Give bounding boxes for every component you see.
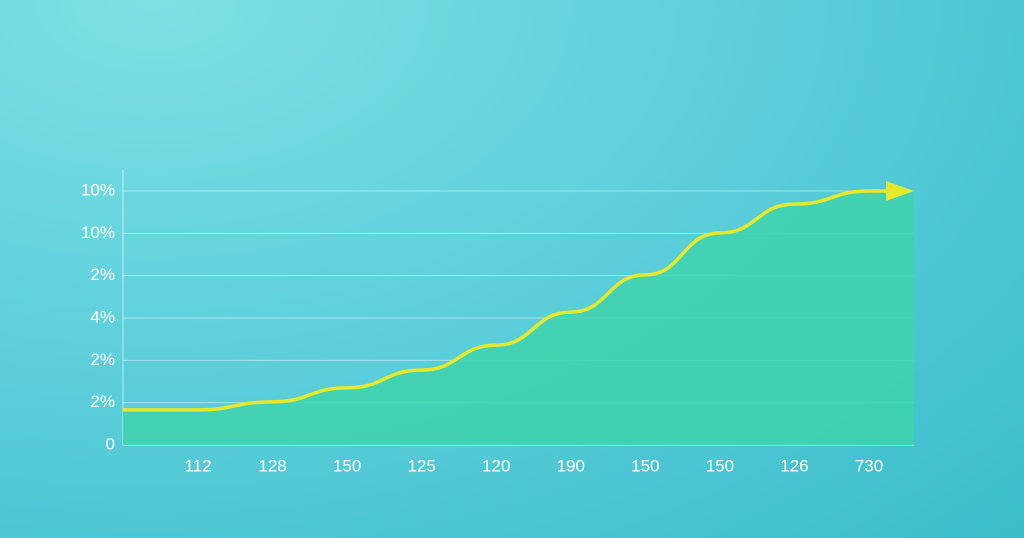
x-tick-label: 125 [407, 456, 435, 475]
y-tick-label: 4% [90, 307, 115, 326]
x-tick-label: 126 [780, 456, 808, 475]
line [123, 189, 894, 412]
y-tick-label: 2% [90, 265, 115, 284]
x-tick-label: 120 [482, 456, 510, 475]
x-tick-label: 730 [855, 456, 883, 475]
area [123, 191, 914, 445]
y-tick-label: 2% [90, 392, 115, 411]
x-tick-label: 128 [258, 456, 286, 475]
x-tick-label: 150 [333, 456, 361, 475]
y-tick-label: 10% [81, 180, 115, 199]
x-tick-label: 150 [631, 456, 659, 475]
arrow-head [886, 181, 914, 201]
x-tick-label: 150 [706, 456, 734, 475]
y-tick-label: 0 [106, 434, 115, 453]
x-tick-label: 190 [557, 456, 585, 475]
x-tick-label: 112 [184, 456, 211, 475]
y-tick-label: 10% [81, 223, 115, 242]
y-tick-label: 2% [90, 350, 115, 369]
